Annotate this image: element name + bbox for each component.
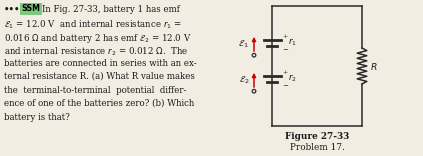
Text: SSM: SSM — [22, 4, 41, 13]
Text: ence of one of the batteries zero? (b) Which: ence of one of the batteries zero? (b) W… — [4, 99, 194, 108]
Text: battery is that?: battery is that? — [4, 112, 70, 122]
Text: the  terminal-to-terminal  potential  differ-: the terminal-to-terminal potential diffe… — [4, 85, 187, 95]
Text: ternal resistance R. (a) What R value makes: ternal resistance R. (a) What R value ma… — [4, 72, 195, 81]
Text: $\mathcal{E}_1$: $\mathcal{E}_1$ — [239, 38, 249, 50]
Text: +: + — [283, 70, 288, 75]
Text: and internal resistance $r_2$ = 0.012 $\Omega$.  The: and internal resistance $r_2$ = 0.012 $\… — [4, 45, 188, 58]
Text: −: − — [283, 82, 288, 90]
Text: +: + — [283, 34, 288, 39]
Text: −: − — [283, 46, 288, 54]
Text: $R$: $R$ — [371, 61, 378, 71]
Text: $\mathcal{E}_2$: $\mathcal{E}_2$ — [239, 74, 249, 86]
Text: $\mathcal{E}_1$ = 12.0 V  and internal resistance $r_1$ =: $\mathcal{E}_1$ = 12.0 V and internal re… — [4, 18, 182, 31]
Text: Problem 17.: Problem 17. — [290, 143, 344, 152]
Text: In Fig. 27-33, battery 1 has emf: In Fig. 27-33, battery 1 has emf — [41, 5, 179, 14]
Text: $r_2$: $r_2$ — [288, 73, 297, 85]
Text: 0.016 $\Omega$ and battery 2 has emf $\mathcal{E}_2$ = 12.0 V: 0.016 $\Omega$ and battery 2 has emf $\m… — [4, 32, 192, 44]
Text: $r_1$: $r_1$ — [288, 37, 297, 49]
Text: •••17: •••17 — [4, 5, 33, 14]
Text: Figure 27-33: Figure 27-33 — [285, 132, 349, 141]
Text: batteries are connected in series with an ex-: batteries are connected in series with a… — [4, 58, 197, 68]
